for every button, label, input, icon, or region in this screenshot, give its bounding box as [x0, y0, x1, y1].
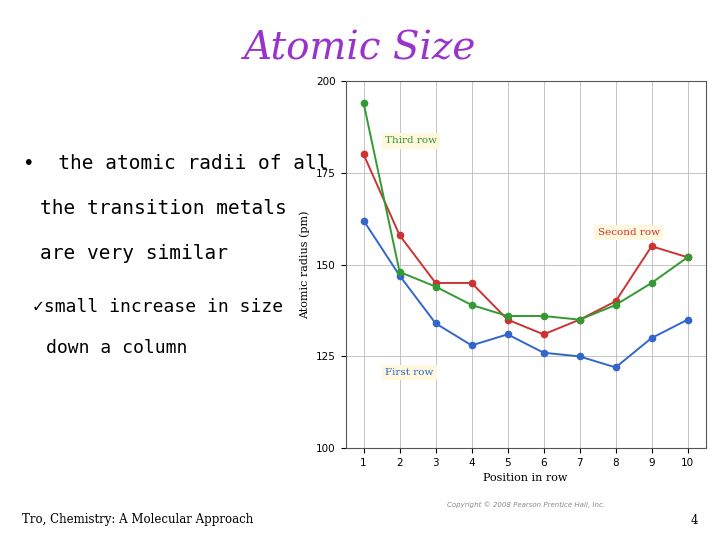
Text: Third row: Third row [385, 137, 437, 145]
Text: Tro, Chemistry: A Molecular Approach: Tro, Chemistry: A Molecular Approach [22, 514, 253, 526]
Y-axis label: Atomic radius (pm): Atomic radius (pm) [300, 211, 310, 319]
Text: 4: 4 [691, 514, 698, 526]
Text: •  the atomic radii of all: • the atomic radii of all [23, 154, 329, 173]
Text: down a column: down a column [46, 339, 188, 357]
Text: the transition metals: the transition metals [40, 199, 287, 218]
Text: ✓small increase in size: ✓small increase in size [33, 298, 283, 316]
Text: Second row: Second row [598, 228, 660, 237]
Text: are very similar: are very similar [40, 244, 228, 263]
X-axis label: Position in row: Position in row [483, 474, 568, 483]
Text: Atomic Size: Atomic Size [244, 30, 476, 67]
Text: Copyright © 2008 Pearson Prentice Hall, Inc.: Copyright © 2008 Pearson Prentice Hall, … [446, 502, 605, 509]
Text: First row: First row [385, 368, 433, 377]
